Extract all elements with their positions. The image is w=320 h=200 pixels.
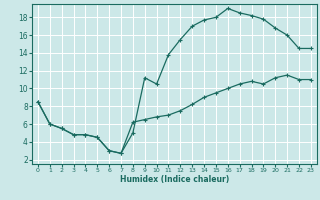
X-axis label: Humidex (Indice chaleur): Humidex (Indice chaleur) — [120, 175, 229, 184]
